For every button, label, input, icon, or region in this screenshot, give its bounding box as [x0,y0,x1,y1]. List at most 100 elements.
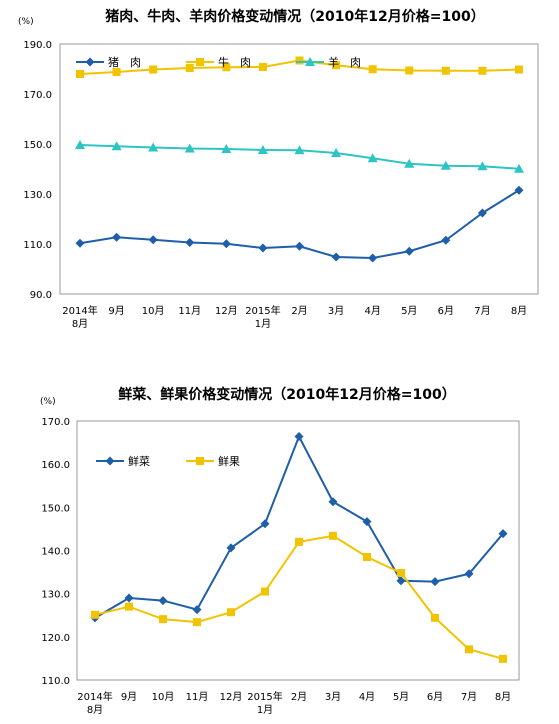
data-point [477,161,488,171]
data-point [221,239,231,249]
y-tick-label: 110.0 [41,676,70,687]
x-tick-label: 8月 [495,691,511,703]
data-point [111,141,122,151]
y-tick-label: 190.0 [23,40,52,51]
data-point [193,618,201,627]
data-point [332,61,341,70]
series-line [94,434,504,619]
legend-marker [85,57,95,67]
y-axis-unit: (%) [40,397,56,407]
x-tick-label: 10月 [142,305,165,317]
y-tick-label: 90.0 [30,290,52,301]
data-point [331,148,342,157]
plot-area-frame [76,420,520,681]
x-tick-label: 2015年 1月 [245,304,280,330]
data-point [397,568,405,577]
data-point [158,596,168,606]
data-point [295,537,303,546]
data-point [477,208,487,218]
chart-title: 鲜菜、鲜果价格变动情况（2010年12月价格=100） [118,386,455,403]
data-point [258,243,268,253]
x-tick-label: 9月 [121,691,137,703]
data-point [112,232,122,242]
y-tick-label: 110.0 [23,240,52,251]
x-tick-label: 12月 [220,691,243,703]
x-tick-label: 6月 [438,305,454,317]
plot-area-frame [59,43,539,295]
vegetable-fruit-price-chart: 鲜菜、鲜果价格变动情况（2010年12月价格=100） (%) 170.0 160… [40,386,520,716]
data-point [367,153,378,163]
series-line [94,534,504,660]
data-point [368,65,377,74]
data-point [227,608,235,617]
legend-marker [196,58,204,66]
x-tick-label: 12月 [215,305,238,317]
legend-label: 猪 肉 [108,56,141,69]
data-point [328,497,338,507]
data-point [185,238,195,247]
data-point [294,432,304,442]
data-point [185,64,194,72]
data-point [125,602,133,611]
legend-marker [105,456,115,466]
data-point [148,142,159,152]
data-point [431,613,439,622]
x-tick-label: 4月 [359,691,375,703]
x-tick-label: 10月 [152,691,175,703]
data-point [514,185,524,195]
x-tick-label: 7月 [474,305,490,317]
data-point [295,56,304,65]
legend-marker [196,457,204,465]
data-point [515,65,523,74]
data-point [159,615,167,624]
data-point [331,252,341,262]
data-point [226,543,236,553]
x-tick-label: 9月 [108,305,124,317]
data-point [396,576,406,586]
y-tick-label: 170.0 [41,417,70,428]
x-tick-label: 11月 [186,691,209,703]
x-tick-label: 3月 [328,305,344,317]
data-point [478,66,487,75]
data-point [260,519,270,529]
data-point [441,66,450,75]
legend-label: 羊 肉 [328,55,361,69]
legend-label: 鲜菜 [128,454,150,468]
data-point [441,235,451,245]
data-point [221,144,232,153]
y-tick-label: 160.0 [41,460,70,471]
data-point [294,145,305,155]
data-point [440,160,451,170]
data-point [258,63,267,71]
data-point [75,238,85,248]
data-point [430,577,440,587]
y-axis-unit: (%) [18,17,34,27]
data-point [91,610,99,619]
y-tick-label: 150.0 [23,140,52,151]
data-point [76,70,84,78]
x-tick-label: 4月 [364,305,380,317]
x-tick-label: 11月 [178,305,201,317]
legend-marker [305,57,315,66]
x-tick-label: 3月 [325,691,341,703]
data-point [149,65,158,74]
x-tick-label: 2月 [291,691,307,703]
data-point [363,552,371,561]
y-tick-label: 170.0 [23,90,52,101]
data-point [499,654,507,663]
x-tick-label: 2015年 1月 [247,690,282,716]
data-point [192,605,202,615]
data-point [465,645,473,654]
y-tick-label: 130.0 [23,190,52,201]
x-tick-label: 6月 [427,691,443,703]
data-point [405,66,414,75]
x-tick-label: 7月 [461,691,477,703]
data-point [368,253,378,263]
meat-price-chart: 猪肉、牛肉、羊肉价格变动情况（2010年12月价格=100） (%) 190.0… [18,8,539,330]
legend-label: 牛 肉 [218,55,251,69]
data-point [329,531,337,540]
data-point [404,158,415,168]
data-point [148,235,158,245]
data-point [222,63,231,72]
